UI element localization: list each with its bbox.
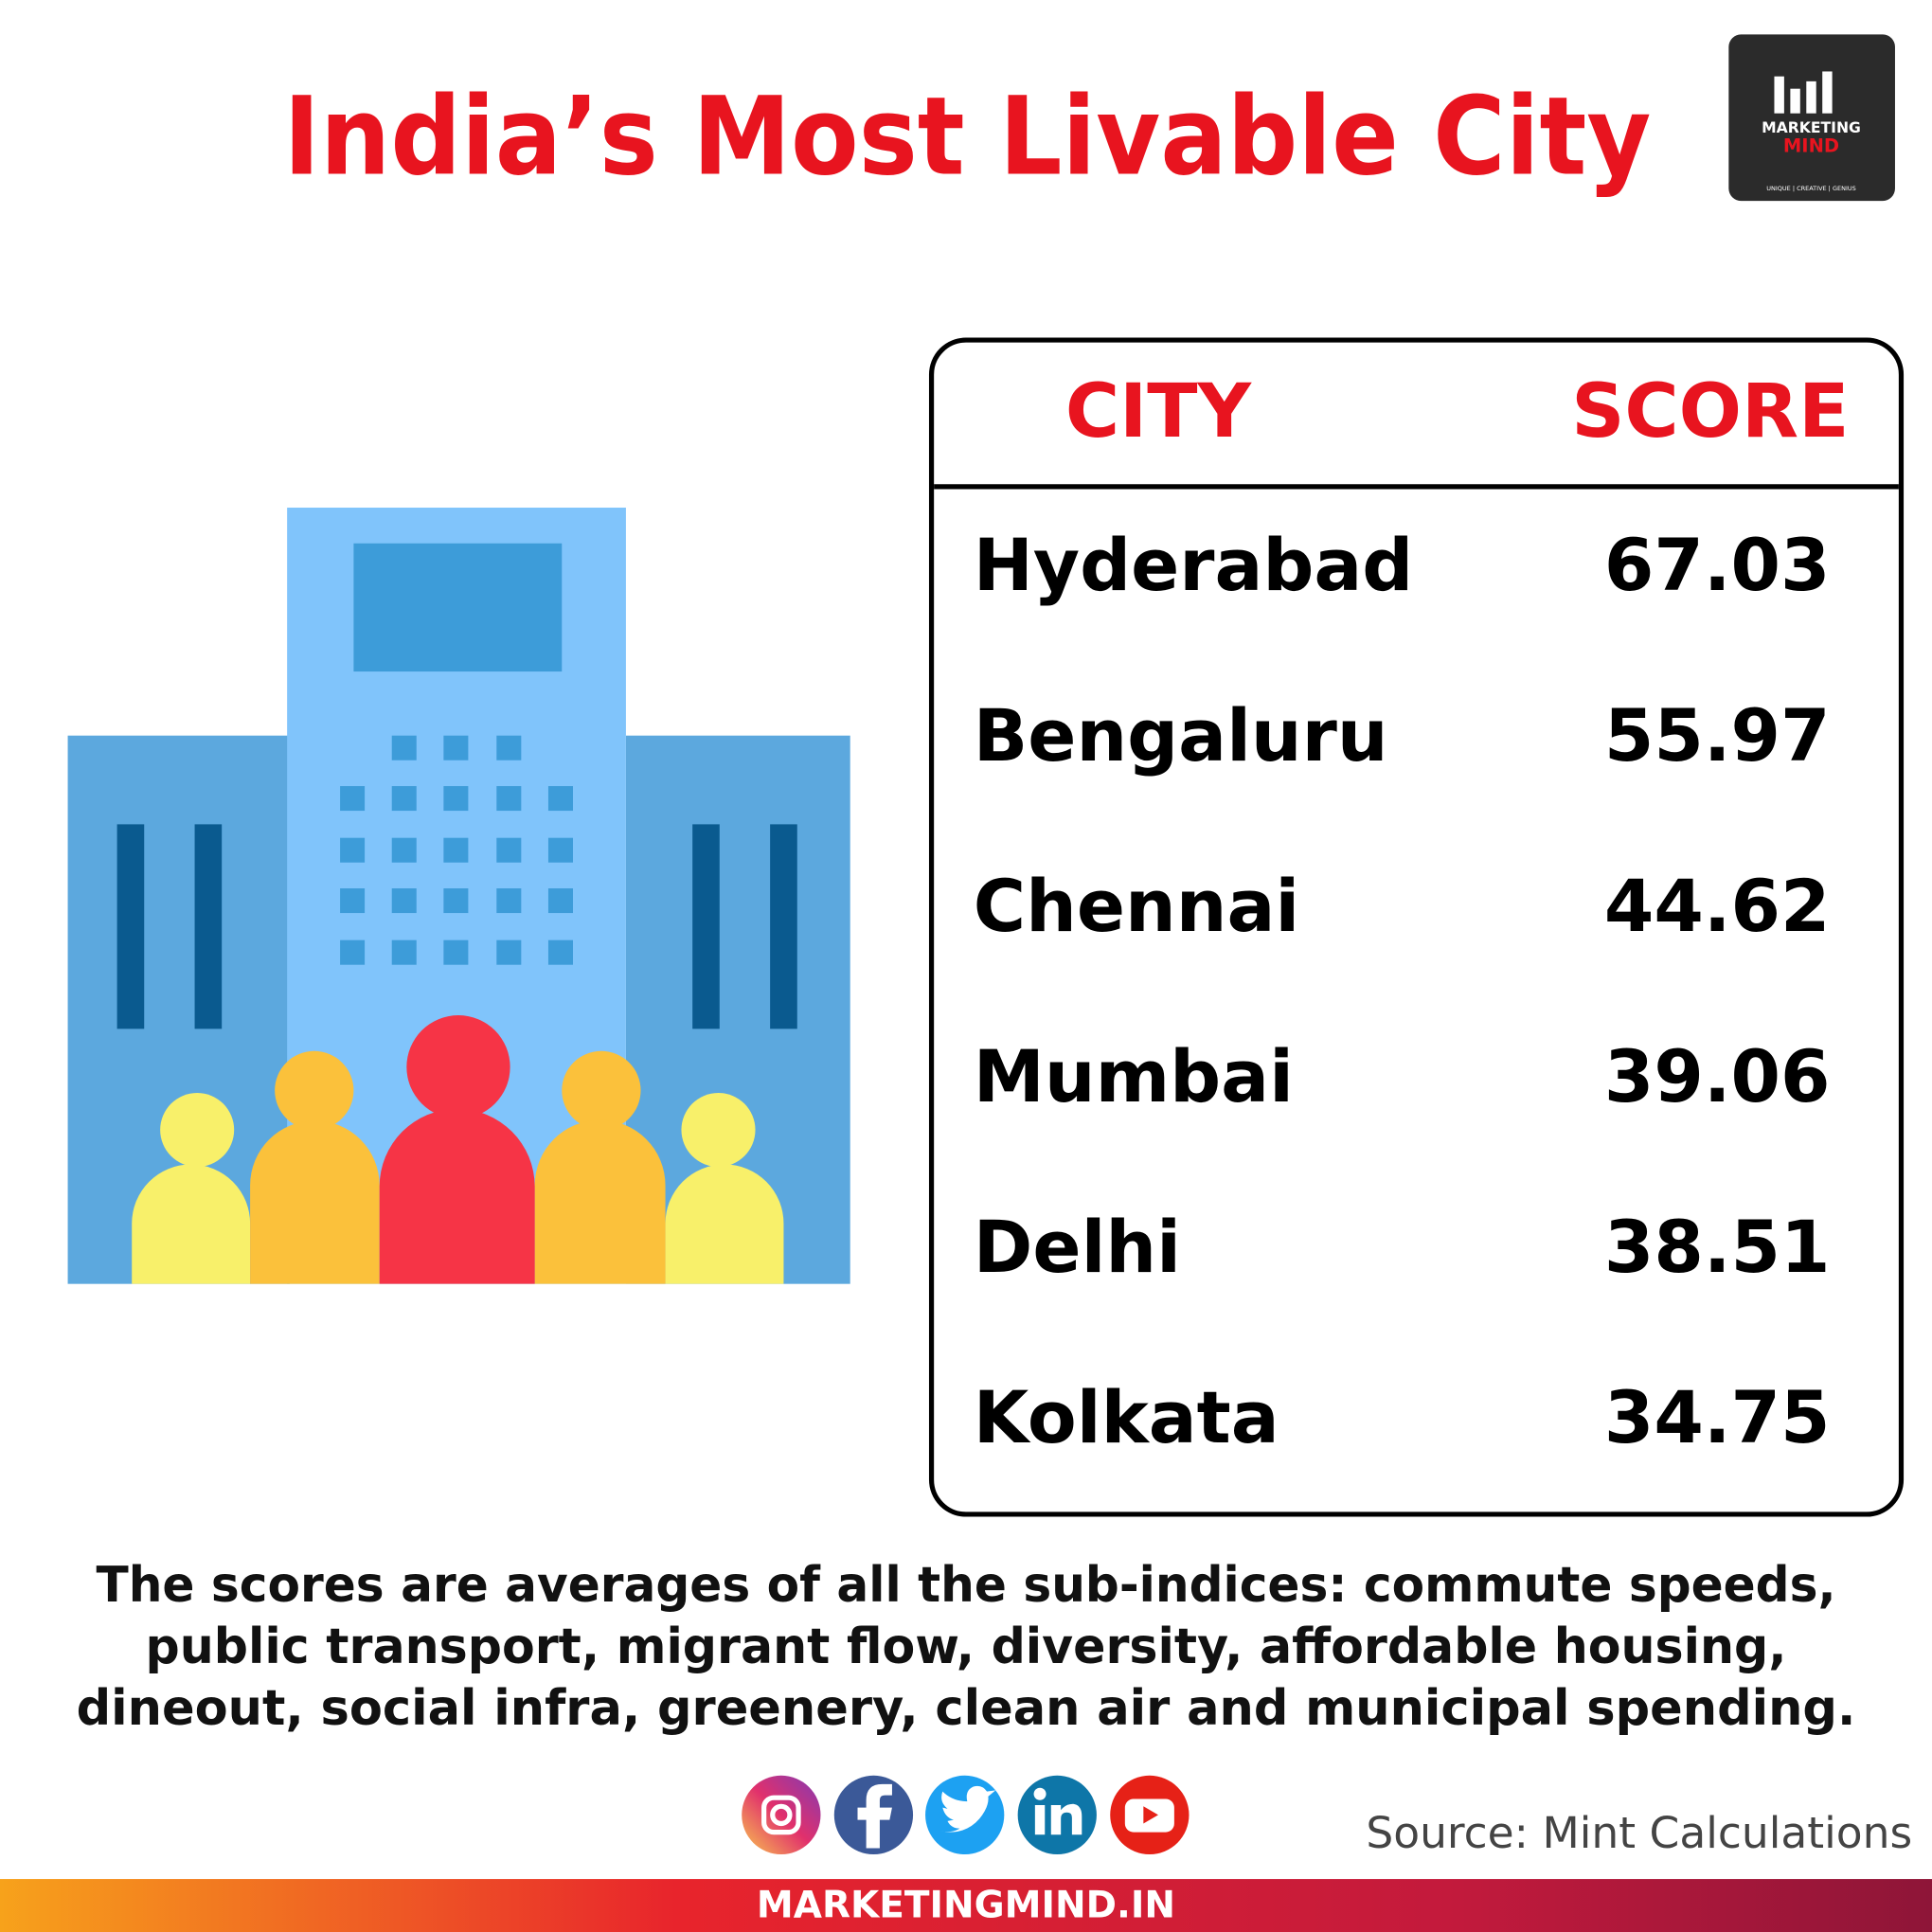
city-score: 44.62 xyxy=(1604,865,1831,948)
instagram-icon[interactable] xyxy=(742,1775,821,1855)
city-name: Chennai xyxy=(974,865,1299,948)
city-name: Delhi xyxy=(974,1206,1181,1289)
city-name: Kolkata xyxy=(974,1376,1279,1459)
logo: MARKETING MIND UNIQUE | CREATIVE | GENIU… xyxy=(1728,34,1895,202)
social-icons xyxy=(742,1775,1190,1855)
note-line: public transport, migrant flow, diversit… xyxy=(146,1619,1787,1675)
city-name: Mumbai xyxy=(974,1035,1294,1118)
note-line: The scores are averages of all the sub-i… xyxy=(96,1557,1835,1614)
source: Source: Mint Calculations xyxy=(1366,1808,1912,1858)
column-header: SCORE xyxy=(1571,369,1849,455)
city-score: 39.06 xyxy=(1604,1035,1831,1118)
column-header: CITY xyxy=(1065,369,1253,455)
note-line: dineout, social infra, greenery, clean a… xyxy=(77,1680,1856,1737)
city-name: Hyderabad xyxy=(974,524,1414,607)
city-score: 34.75 xyxy=(1604,1376,1831,1459)
city-score: 38.51 xyxy=(1604,1206,1831,1289)
footer-bar xyxy=(0,1879,1932,1932)
city-name: Bengaluru xyxy=(974,694,1388,778)
city-score: 55.97 xyxy=(1604,694,1831,778)
logo-text: MARKETING xyxy=(1762,119,1861,136)
city-score: 67.03 xyxy=(1604,524,1831,607)
footer-url: MARKETINGMIND.IN xyxy=(757,1884,1175,1926)
logo-tagline: UNIQUE | CREATIVE | GENIUS xyxy=(1766,185,1856,192)
score-table: CITY SCORE Hyderabad 67.03 Bengaluru 55.97 C… xyxy=(928,337,1905,1517)
logo-text: MIND xyxy=(1783,134,1839,156)
city-illustration xyxy=(67,508,850,1284)
title: India’s Most Livable City xyxy=(283,73,1651,199)
